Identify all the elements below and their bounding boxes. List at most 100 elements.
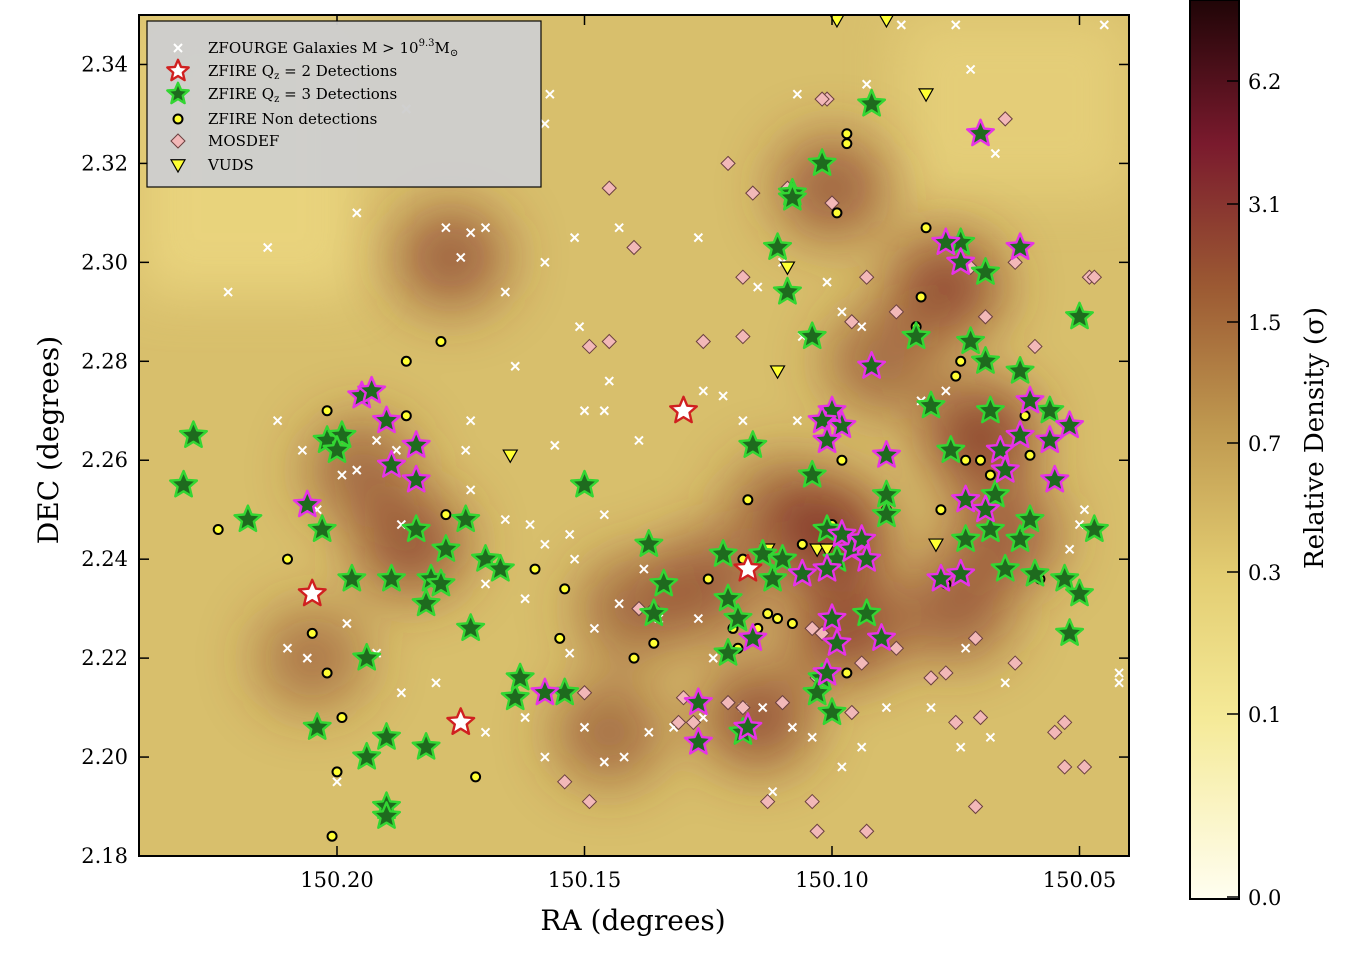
legend-box (146, 20, 542, 188)
data-point-star (1035, 395, 1065, 424)
data-point-star (649, 568, 679, 597)
data-point-circle (559, 583, 571, 595)
data-point-circle (326, 830, 338, 842)
data-point-x (985, 732, 996, 742)
data-point-diamond (804, 620, 820, 637)
data-point-star (797, 321, 827, 350)
legend-label: ZFOURGE Galaxies M > 109.3M⊙ (208, 38, 458, 59)
data-point-star (683, 687, 713, 716)
data-point-x (223, 287, 233, 297)
data-point-star (411, 732, 441, 760)
colorbar-tick-label: 1.5 (1248, 311, 1281, 335)
density-core (418, 227, 483, 288)
data-point-star (233, 504, 263, 533)
data-point-diamond (858, 269, 875, 285)
data-point-star (951, 524, 981, 552)
data-point-diamond (977, 309, 994, 325)
data-point-triangle (502, 449, 519, 464)
data-point-diamond (626, 239, 642, 256)
data-point-star (1005, 356, 1035, 384)
data-point-star (871, 440, 901, 468)
data-point-star (857, 351, 887, 379)
data-point-x (1114, 678, 1124, 688)
data-point-circle (470, 771, 482, 783)
data-point-diamond (844, 314, 860, 330)
data-point-star (500, 682, 530, 711)
data-point-x (941, 386, 951, 396)
data-point-triangle (819, 543, 836, 558)
data-point-x (614, 598, 624, 609)
data-point-star (807, 148, 837, 176)
data-point-star (916, 390, 946, 419)
data-point-circle (975, 454, 986, 466)
data-point-x (297, 445, 308, 456)
data-point-x (520, 712, 530, 723)
data-point-diamond (670, 714, 687, 731)
data-point-star (852, 598, 882, 627)
data-point-x (881, 702, 892, 713)
data-point-x (441, 223, 451, 233)
data-point-diamond (938, 665, 954, 681)
data-point-star (975, 514, 1005, 542)
data-point-star (713, 583, 743, 612)
data-point-triangle (918, 88, 935, 103)
data-point-star (1065, 301, 1094, 330)
data-point-x (1130, 120, 1138, 128)
y-tick-label: 2.24 (81, 547, 128, 571)
data-point-x (589, 623, 600, 634)
data-point-circle (529, 563, 541, 575)
data-point-x (990, 148, 1001, 159)
legend-label: MOSDEF (208, 132, 279, 150)
data-point-star (411, 588, 441, 617)
data-point-star (956, 326, 986, 354)
data-point-circle (400, 355, 412, 367)
y-tick-label: 2.26 (81, 448, 128, 472)
data-point-diamond (1086, 269, 1103, 285)
data-point-x (500, 514, 511, 525)
data-point-x (1000, 678, 1010, 688)
data-point-x (540, 257, 550, 268)
data-point-star (1020, 558, 1050, 587)
data-point-circle (702, 573, 714, 585)
data-point-star (847, 524, 877, 552)
data-point-diamond (695, 333, 712, 350)
data-point-star (797, 459, 827, 488)
data-point-star (372, 722, 401, 750)
data-point-star (817, 603, 847, 632)
data-point-star (376, 450, 406, 478)
data-point-x (792, 415, 803, 426)
data-point-triangle (829, 15, 845, 29)
data-point-star (975, 395, 1005, 424)
data-point-star (683, 727, 713, 755)
data-point-x (391, 445, 402, 456)
data-point-star (357, 375, 387, 404)
y-tick-label: 2.18 (81, 844, 128, 868)
legend-item: MOSDEF (170, 132, 279, 150)
data-point-diamond (972, 709, 989, 726)
data-point-star (352, 741, 382, 770)
data-point-star (372, 801, 401, 829)
data-point-diamond (720, 155, 736, 172)
data-point-x (693, 613, 704, 624)
data-point-star (871, 499, 901, 528)
legend-item: ZFIRE Non detections (172, 110, 377, 128)
data-point-x (951, 20, 961, 30)
data-point-triangle (809, 543, 826, 558)
colorbar-tick-label: 6.2 (1248, 70, 1281, 94)
data-point-circle (1024, 449, 1036, 461)
data-point-star (970, 257, 1000, 285)
data-point-x (965, 64, 976, 75)
legend-item: VUDS (169, 156, 254, 174)
data-point-x (822, 277, 832, 287)
data-point-x (718, 391, 728, 401)
data-point-circle (331, 766, 343, 778)
data-point-circle (742, 494, 754, 506)
data-point-star (970, 494, 1000, 523)
data-point-circle (920, 222, 932, 234)
data-point-triangle (779, 261, 796, 276)
data-point-x (614, 223, 624, 233)
data-point-circle (282, 553, 293, 565)
data-point-diamond (814, 625, 830, 642)
y-axis-label: DEC (degrees) (32, 336, 65, 544)
plot-frame (138, 14, 1130, 857)
